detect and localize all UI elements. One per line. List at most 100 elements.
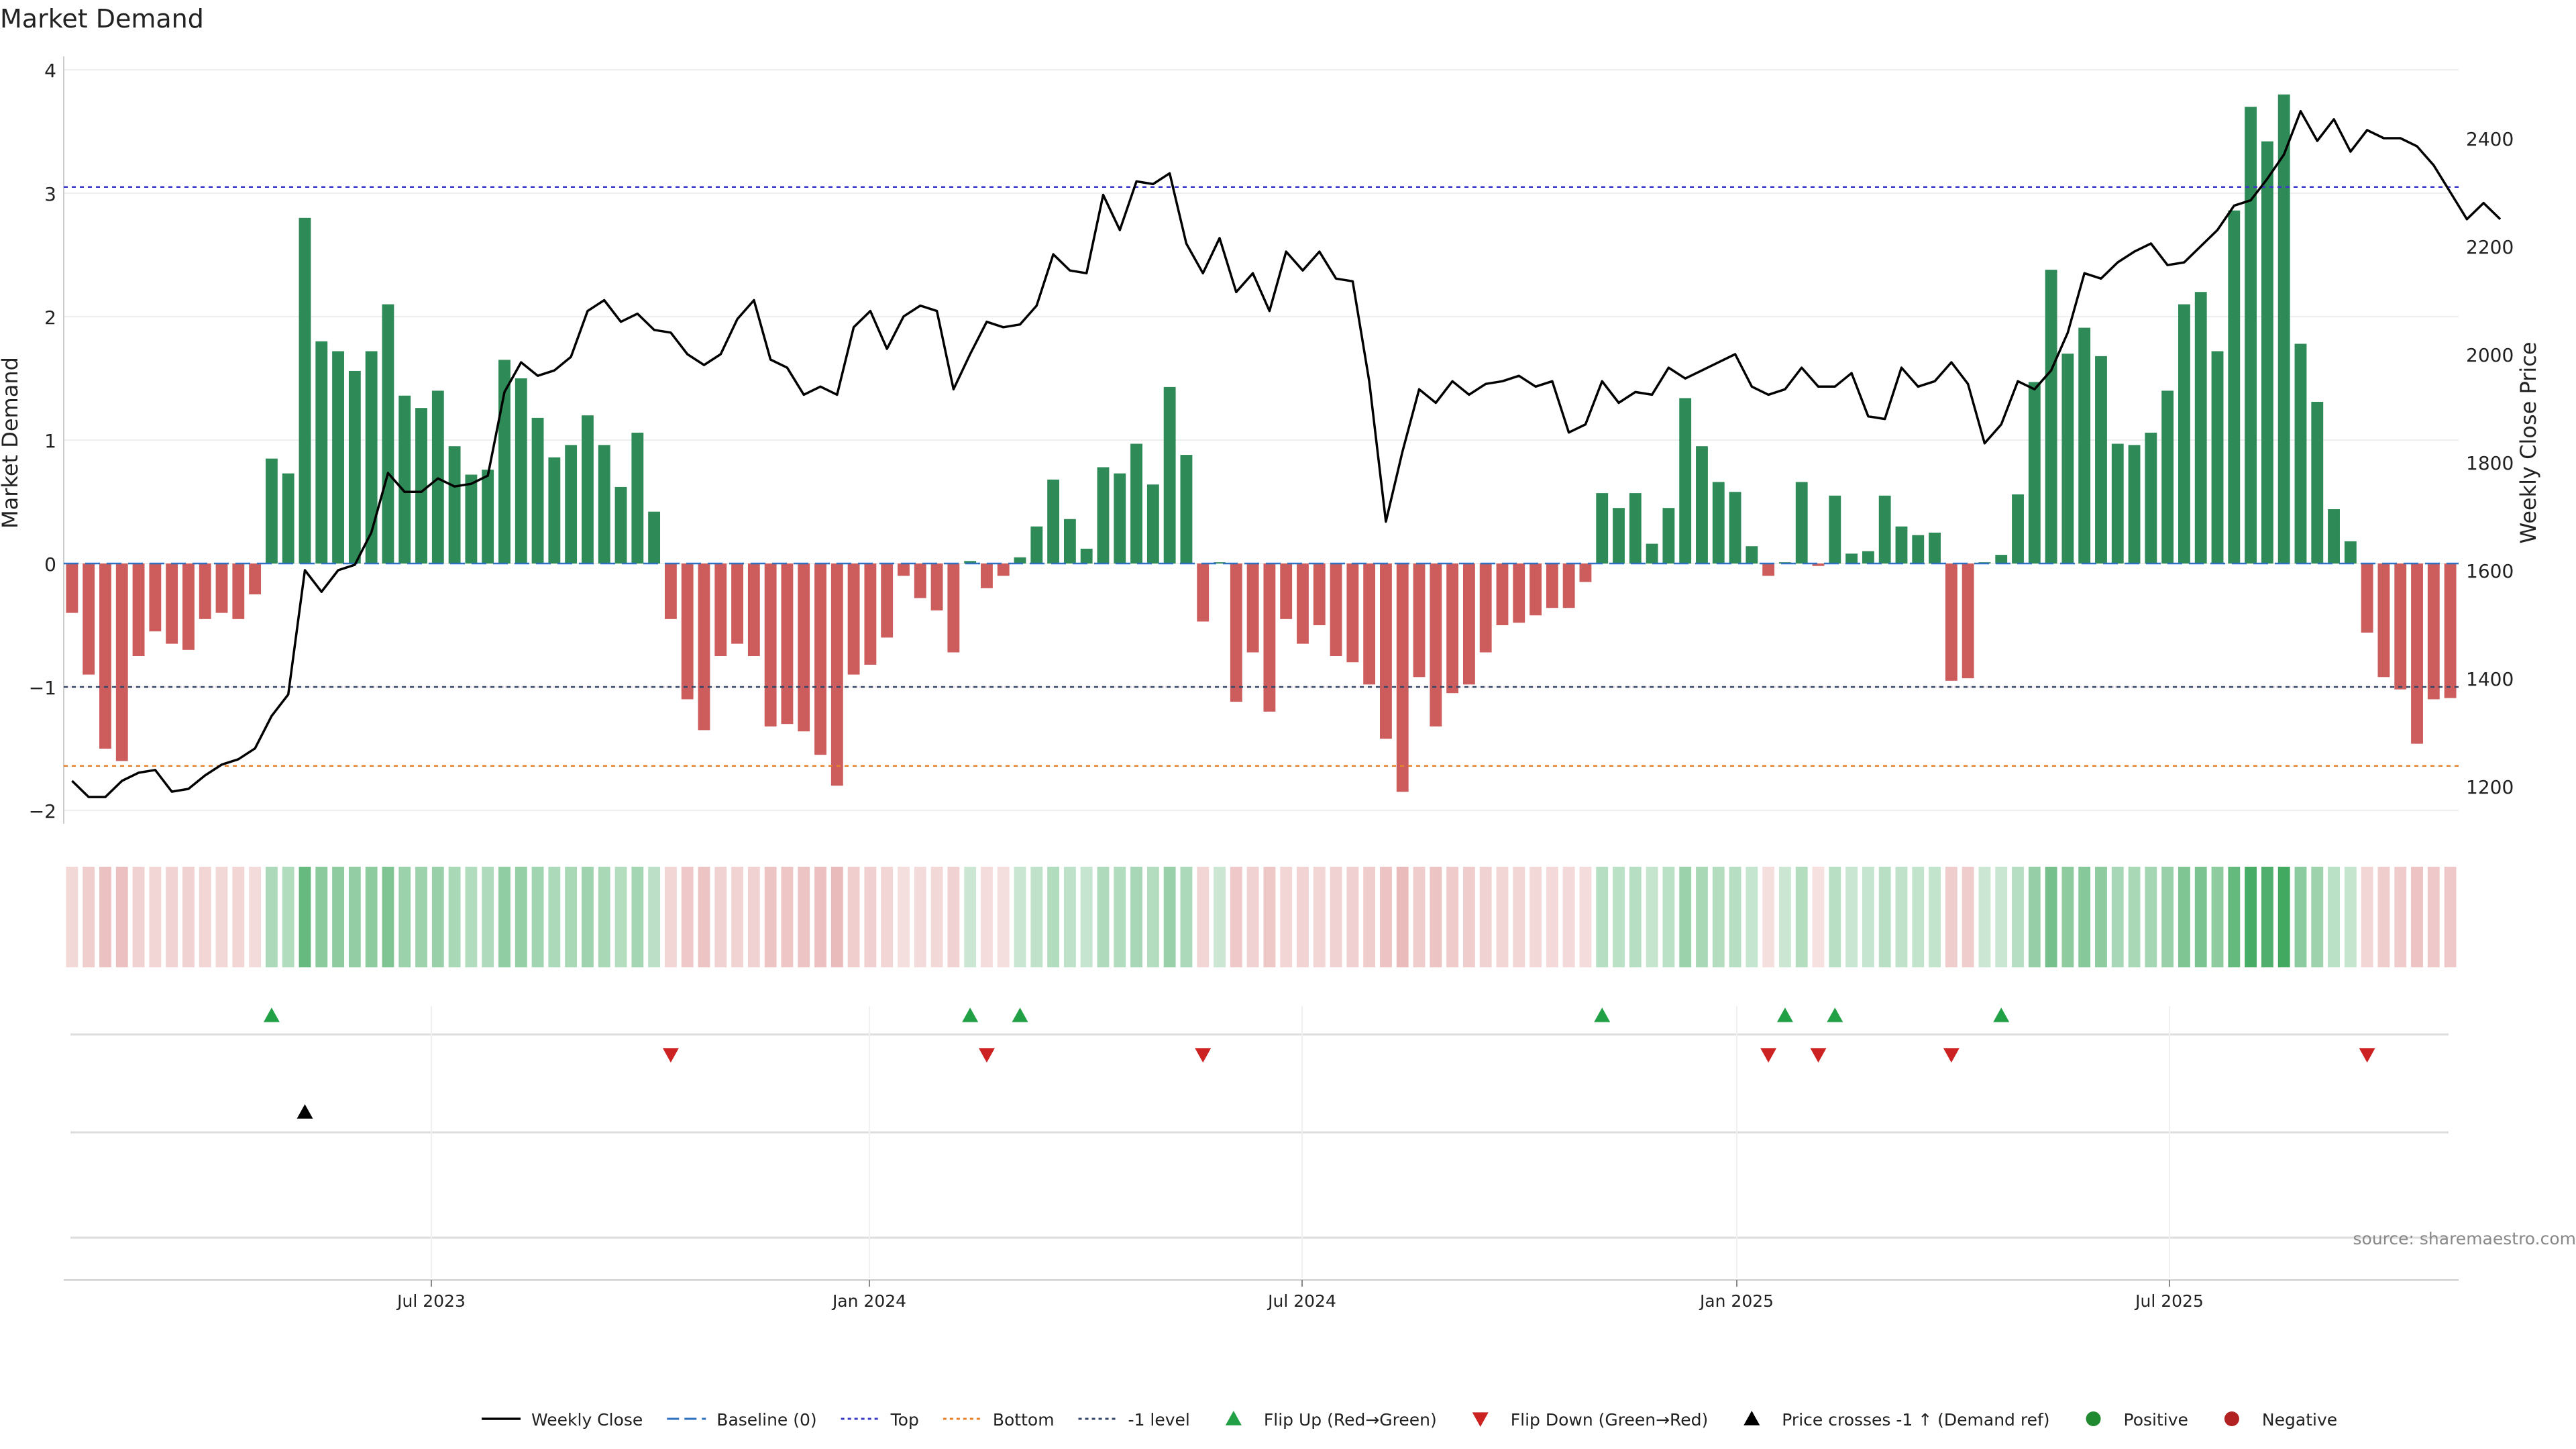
demand-bar [1146,484,1159,564]
demand-bar [1712,482,1725,564]
demand-bar [997,564,1010,576]
demand-bar [2328,509,2340,564]
y-tick-right: 1800 [2466,452,2514,474]
demand-bar [182,564,195,650]
demand-bar [1479,564,1492,653]
demand-bar [1114,473,1126,564]
demand-bar [132,564,145,656]
demand-bar [2228,210,2241,564]
flip-up-marker [962,1008,979,1022]
demand-bar [898,564,910,576]
flip-down-marker [1195,1048,1212,1063]
heat-cell [232,867,245,967]
flip-up-marker [1827,1008,1843,1022]
legend-label: Flip Down (Green→Red) [1511,1410,1709,1430]
demand-bar [1496,564,1509,625]
demand-bar [1995,555,2008,564]
heat-cell [2145,867,2157,967]
demand-bar [2311,401,2324,564]
heat-cell [2228,867,2241,967]
demand-bar [282,473,294,564]
demand-bar [1629,493,1642,564]
heat-cell [1496,867,1509,967]
heat-cell [1962,867,1974,967]
demand-bar [1346,564,1359,663]
demand-bar [531,417,544,564]
heat-cell [947,867,960,967]
demand-bar [681,564,694,700]
heat-cell [1163,867,1176,967]
heat-cell [2394,867,2407,967]
heat-cell [315,867,328,967]
heat-cell [1197,867,1210,967]
demand-bar [1646,543,1658,564]
heat-cell [2344,867,2357,967]
demand-bar [1097,467,1110,564]
heat-cell [1130,867,1142,967]
demand-bar [1762,564,1775,576]
demand-bar [1679,398,1692,564]
heat-cell [1845,867,1858,967]
flip-up-marker [263,1008,280,1022]
heat-cell [1878,867,1891,967]
demand-bar [2161,390,2174,564]
y-tick-left: 3 [44,183,56,205]
demand-bar [565,445,578,564]
heat-cell [698,867,710,967]
heat-cell [964,867,977,967]
demand-bar [1180,455,1193,564]
heat-cell [1629,867,1642,967]
heat-cell [2178,867,2190,967]
demand-bar [2394,564,2407,690]
legend-label: Baseline (0) [716,1410,816,1430]
heat-cell [282,867,294,967]
heat-cell [2211,867,2224,967]
demand-bar [215,564,228,613]
heat-cell [2361,867,2373,967]
demand-bar [1812,564,1825,566]
demand-bar [83,564,95,675]
heat-cell [1097,867,1110,967]
flip-down-marker [978,1048,995,1063]
y-tick-left: −1 [29,677,56,699]
heat-cell [431,867,444,967]
heat-cell [215,867,228,967]
heat-cell [814,867,826,967]
demand-bar [981,564,993,588]
y-tick-left: 2 [44,307,56,329]
x-tick-label: Jul 2024 [1267,1291,1336,1311]
demand-bar [1363,564,1376,685]
demand-bar [1297,564,1309,644]
demand-bar [1446,564,1459,694]
demand-bar [814,564,826,755]
legend-label: Positive [2124,1410,2188,1430]
heat-cell [2078,867,2091,967]
demand-bar [465,474,478,564]
demand-bar [781,564,794,724]
heat-cell [166,867,178,967]
demand-bar [1130,443,1142,564]
demand-bar [798,564,810,732]
demand-bar [2061,354,2074,564]
heat-cell [930,867,943,967]
heat-cell [448,867,461,967]
demand-bar [315,341,328,564]
demand-bar [348,370,361,564]
flip-up-marker [1594,1008,1611,1022]
demand-bar [864,564,877,665]
demand-bar [2277,94,2290,564]
heat-cell [2377,867,2390,967]
demand-bar [199,564,211,619]
demand-bar [1613,508,1625,564]
legend-symbol [1225,1411,1242,1426]
demand-bar [1330,564,1342,656]
heat-cell [149,867,162,967]
y-tick-left: 1 [44,430,56,452]
y-tick-left: −2 [29,800,56,822]
demand-bar [1263,564,1276,712]
demand-bar [166,564,178,644]
heat-cell [1945,867,1957,967]
demand-bar [2211,351,2224,564]
heat-cell [864,867,877,967]
legend-label: Price crosses -1 ↑ (Demand ref) [1782,1410,2049,1430]
